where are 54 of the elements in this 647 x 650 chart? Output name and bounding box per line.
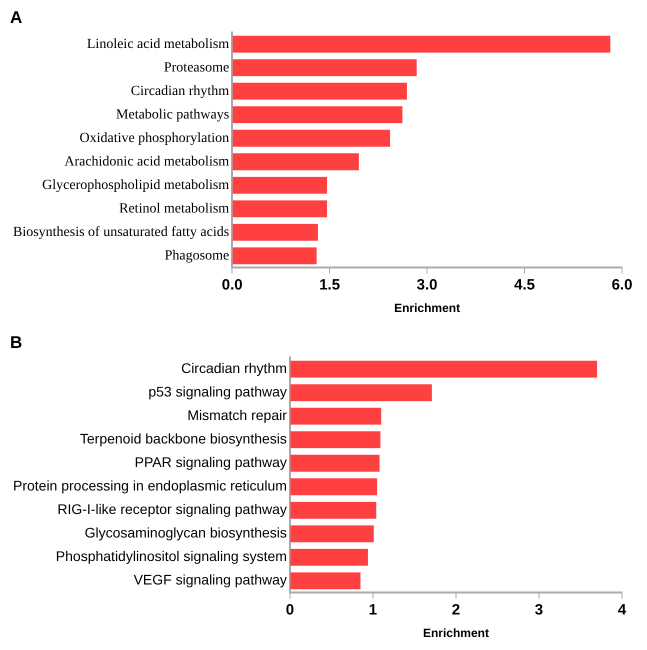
x-tick-label: 3.0 [416, 276, 438, 294]
y-tick-label: Glycosaminoglycan biosynthesis [84, 524, 287, 541]
bar [232, 59, 417, 76]
bar [232, 247, 317, 264]
x-tick-label: 3 [534, 602, 544, 619]
x-tick-label: 6.0 [612, 276, 632, 294]
y-tick-label: VEGF signaling pathway [134, 572, 287, 588]
y-tick-label: Terpenoid backbone biosynthesis [80, 430, 287, 447]
bar [232, 176, 328, 194]
y-tick-label: Mismatch repair [187, 407, 288, 424]
y-tick-label: Circadian rhythm [130, 84, 230, 99]
x-tick-label: 1 [368, 602, 378, 619]
y-tick-label: Metabolic pathways [116, 107, 230, 122]
bar [290, 384, 432, 402]
x-axis-title: Enrichment [422, 626, 489, 640]
bar [290, 431, 380, 448]
y-tick-label: Retinol metabolism [119, 201, 230, 216]
x-tick-label: 4.5 [514, 276, 535, 294]
y-tick-label: PPAR signaling pathway [134, 454, 287, 470]
x-tick-label: 0 [286, 602, 294, 619]
y-tick-label: Glycerophospholipid metabolism [42, 178, 230, 193]
x-tick-label: 2 [452, 602, 460, 619]
bar [232, 153, 359, 170]
bar [290, 360, 598, 378]
bar [232, 36, 610, 53]
bar [290, 454, 380, 472]
bar [290, 572, 360, 590]
y-tick-label: Phagosome [164, 248, 230, 264]
x-tick-label: 4 [618, 602, 627, 619]
y-tick-label: Oxidative phosphorylation [79, 130, 230, 146]
x-tick-label: 1.5 [319, 276, 340, 294]
bar [290, 408, 382, 425]
y-tick-label: RIG-I-like receptor signaling pathway [57, 501, 287, 518]
y-tick-label: Proteasome [164, 60, 230, 76]
bar [232, 130, 390, 147]
y-tick-label: Linoleic acid metabolism [86, 36, 230, 52]
y-tick-label: p53 signaling pathway [148, 384, 287, 400]
text: A [10, 8, 22, 27]
bar [232, 224, 318, 241]
y-tick-label: Circadian rhythm [181, 360, 287, 376]
x-tick-label: 0.0 [222, 276, 243, 294]
bar [290, 478, 378, 496]
bar [290, 502, 376, 519]
y-tick-label: Protein processing in endoplasmic reticulum [12, 478, 287, 494]
y-tick-label: Arachidonic acid metabolism [64, 154, 230, 170]
bar [290, 525, 374, 542]
text: B [10, 332, 22, 352]
x-axis-title: Enrichment [394, 301, 460, 316]
bar [232, 200, 328, 218]
bar [232, 82, 407, 100]
bar [232, 106, 402, 124]
y-tick-label: Phosphatidylinositol signaling system [56, 548, 287, 564]
y-tick-label: Biosynthesis of unsaturated fatty acids [12, 224, 230, 240]
bar [290, 548, 368, 566]
